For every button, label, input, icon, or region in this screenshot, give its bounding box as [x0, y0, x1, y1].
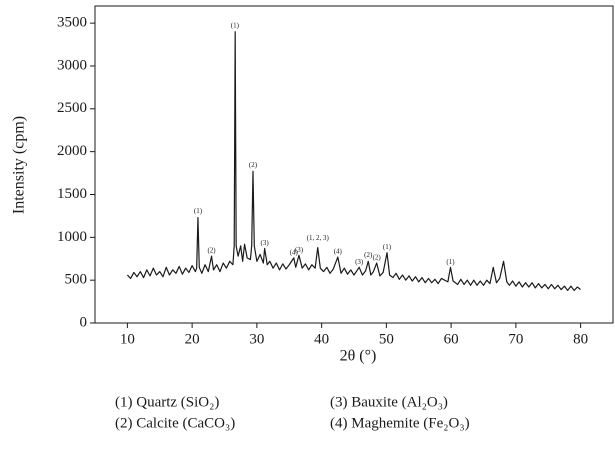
x-tick-label: 10 — [120, 331, 135, 347]
y-tick-label: 1000 — [57, 229, 87, 245]
x-tick-label: 70 — [508, 331, 523, 347]
y-tick-label: 2000 — [57, 143, 87, 159]
y-tick-label: 2500 — [57, 100, 87, 116]
y-tick-label: 1500 — [57, 186, 87, 202]
x-tick-label: 40 — [314, 331, 329, 347]
peak-annotation: (1) — [194, 207, 203, 215]
x-tick-label: 60 — [444, 331, 459, 347]
data-line — [126, 31, 582, 292]
y-tick-label: 3500 — [57, 15, 87, 31]
plot-frame — [94, 5, 614, 324]
y-tick-label: 3000 — [57, 57, 87, 73]
peak-annotation: (1) — [383, 243, 392, 251]
x-tick-label: 50 — [379, 331, 394, 347]
peak-annotation: (2) — [364, 251, 373, 259]
x-axis-label: 2θ (°) — [340, 348, 377, 365]
y-axis-label: Intensity (cpm) — [11, 116, 28, 214]
peak-annotation: (4) — [290, 248, 299, 256]
peak-annotation: (2) — [207, 247, 216, 255]
x-tick-label: 30 — [249, 331, 264, 347]
peak-annotation: (2) — [373, 253, 382, 261]
legend-item: (4) Maghemite (Fe₂O₃) — [330, 415, 470, 431]
peak-annotation: (4) — [334, 247, 343, 255]
x-tick-label: 80 — [573, 331, 588, 347]
peak-annotation: (1) — [446, 258, 455, 266]
peak-annotation: (1) — [231, 21, 240, 29]
x-tick-label: 20 — [185, 331, 200, 347]
y-tick-label: 0 — [80, 314, 88, 330]
peak-annotation: (1, 2, 3) — [307, 234, 330, 242]
peak-annotation: (3) — [261, 239, 270, 247]
legend-item: (2) Calcite (CaCO₃) — [115, 415, 235, 431]
y-tick-label: 500 — [65, 272, 88, 288]
peak-annotation: (2) — [249, 161, 258, 169]
legend-item: (1) Quartz (SiO₂) — [115, 394, 219, 410]
peak-annotation: (3) — [295, 246, 304, 254]
legend-item: (3) Bauxite (Al₂O₃) — [330, 394, 448, 410]
peak-annotation: (3) — [355, 258, 364, 266]
